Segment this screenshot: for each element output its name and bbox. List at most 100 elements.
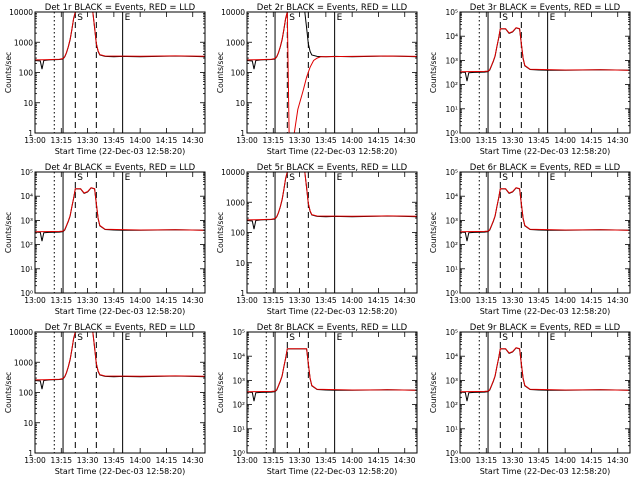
- x-axis-label: Start Time (22-Dec-03 12:58:20): [267, 147, 398, 156]
- lld-series-line: [247, 348, 417, 393]
- marker-label: S: [289, 333, 295, 343]
- y-tick-label: 10⁰: [445, 129, 458, 138]
- events-series-line: [247, 172, 417, 230]
- lld-series-line: [460, 187, 630, 233]
- x-tick-label: 14:00: [554, 136, 576, 145]
- x-tick-label: 14:30: [607, 456, 629, 465]
- x-tick-label: 13:15: [475, 456, 497, 465]
- x-tick-label: 14:30: [607, 296, 629, 305]
- x-tick-label: 13:00: [449, 456, 471, 465]
- x-tick-label: 13:30: [502, 136, 524, 145]
- series-group: [247, 172, 417, 230]
- y-tick-label: 10000: [9, 8, 33, 17]
- y-tick-label: 10³: [445, 216, 458, 225]
- events-series-line: [460, 347, 630, 402]
- x-tick-label: 13:15: [50, 296, 72, 305]
- x-tick-label: 13:15: [475, 136, 497, 145]
- plot-frame: [34, 331, 206, 454]
- y-tick-label: 10⁰: [445, 449, 458, 458]
- x-tick-label: 14:15: [581, 456, 603, 465]
- events-series-line: [35, 332, 205, 390]
- marker-label: E: [125, 13, 131, 23]
- lld-series-line: [35, 12, 205, 61]
- x-axis-label: Start Time (22-Dec-03 12:58:20): [55, 147, 186, 156]
- x-tick-label: 13:30: [289, 456, 311, 465]
- x-tick-label: 13:00: [236, 296, 258, 305]
- x-axis-label: Start Time (22-Dec-03 12:58:20): [55, 307, 186, 316]
- detector-panel: S E 10⁰ 10¹ 10² 10³ 10⁴ 10⁵ 13:00 13:15 13:30 13:45…: [429, 323, 631, 476]
- plot-frame: [34, 11, 206, 134]
- y-axis-label: Counts/sec: [4, 372, 13, 413]
- x-tick-label: 13:00: [24, 456, 46, 465]
- marker-label: E: [337, 333, 343, 343]
- marker-label: S: [502, 173, 508, 183]
- series-group: [247, 12, 417, 133]
- x-tick-label: 14:00: [129, 136, 151, 145]
- y-tick-label: 10²: [445, 241, 458, 250]
- y-tick-label: 10¹: [20, 265, 33, 274]
- detector-panel: S E 10⁰ 10¹ 10² 10³ 10⁴ 10⁵ 13:00 13:15 13:30 13:45…: [429, 3, 631, 156]
- marker-label: S: [77, 333, 83, 343]
- lld-series-line: [247, 12, 417, 133]
- marker-label: E: [337, 13, 343, 23]
- x-tick-label: 13:30: [502, 456, 524, 465]
- y-tick-label: 10⁰: [445, 289, 458, 298]
- plot-title: Det 9r BLACK = Events, RED = LLD: [470, 323, 621, 333]
- plot-title: Det 7r BLACK = Events, RED = LLD: [45, 323, 196, 333]
- y-tick-label: 10⁵: [445, 168, 458, 177]
- marker-label: S: [289, 13, 295, 23]
- detector-panel: S E 10⁰ 10¹ 10² 10³ 10⁴ 10⁵ 13:00 13:15 13:30 13:45…: [4, 163, 206, 316]
- y-tick-label: 100: [19, 389, 34, 398]
- y-tick-label: 1000: [226, 198, 245, 207]
- detector-panel: S E 1 10 100 1000 10000 13:00 13:15 13:30 13:45 14:…: [4, 3, 206, 156]
- plot-title: Det 6r BLACK = Events, RED = LLD: [470, 163, 621, 173]
- x-tick-label: 13:30: [77, 136, 99, 145]
- x-tick-label: 14:30: [394, 296, 416, 305]
- y-tick-label: 10: [235, 259, 245, 268]
- x-tick-label: 14:30: [607, 136, 629, 145]
- x-tick-label: 13:45: [528, 296, 550, 305]
- y-tick-label: 10⁰: [20, 289, 33, 298]
- y-tick-label: 10²: [445, 81, 458, 90]
- x-tick-label: 13:30: [77, 296, 99, 305]
- y-tick-label: 10¹: [445, 105, 458, 114]
- plot-frame: [459, 171, 631, 294]
- y-tick-label: 10000: [221, 8, 245, 17]
- y-tick-label: 10: [235, 99, 245, 108]
- series-group: [460, 27, 630, 82]
- plot-title: Det 3r BLACK = Events, RED = LLD: [470, 3, 621, 13]
- x-tick-label: 13:30: [502, 296, 524, 305]
- y-axis-label: Counts/sec: [429, 212, 438, 253]
- y-tick-label: 10: [23, 419, 33, 428]
- plot-frame: [34, 171, 206, 294]
- x-tick-label: 13:00: [236, 456, 258, 465]
- y-axis-label: Counts/sec: [216, 212, 225, 253]
- y-tick-label: 1000: [226, 38, 245, 47]
- x-tick-label: 14:15: [368, 136, 390, 145]
- y-tick-label: 10⁰: [232, 449, 245, 458]
- marker-label: E: [125, 333, 131, 343]
- plot-title: Det 8r BLACK = Events, RED = LLD: [257, 323, 408, 333]
- y-tick-label: 10⁴: [445, 192, 458, 201]
- x-tick-label: 13:45: [315, 296, 337, 305]
- y-tick-label: 1000: [14, 38, 33, 47]
- lld-series-line: [460, 27, 630, 73]
- detector-panel: S E 1 10 100 1000 10000 13:00 13:15 13:30 13:45 14:…: [216, 3, 418, 156]
- x-tick-label: 14:15: [368, 456, 390, 465]
- plot-frame: [459, 331, 631, 454]
- x-tick-label: 14:30: [182, 136, 204, 145]
- x-tick-label: 14:00: [341, 136, 363, 145]
- y-tick-label: 10⁵: [20, 168, 33, 177]
- x-tick-label: 13:00: [236, 136, 258, 145]
- x-tick-label: 13:00: [24, 136, 46, 145]
- y-tick-label: 10⁴: [445, 32, 458, 41]
- x-tick-label: 14:00: [554, 296, 576, 305]
- y-tick-label: 10000: [221, 168, 245, 177]
- x-tick-label: 13:15: [50, 136, 72, 145]
- events-series-line: [247, 348, 417, 402]
- x-tick-label: 13:45: [103, 296, 125, 305]
- events-series-line: [460, 187, 630, 242]
- y-tick-label: 10: [23, 99, 33, 108]
- x-tick-label: 13:15: [262, 456, 284, 465]
